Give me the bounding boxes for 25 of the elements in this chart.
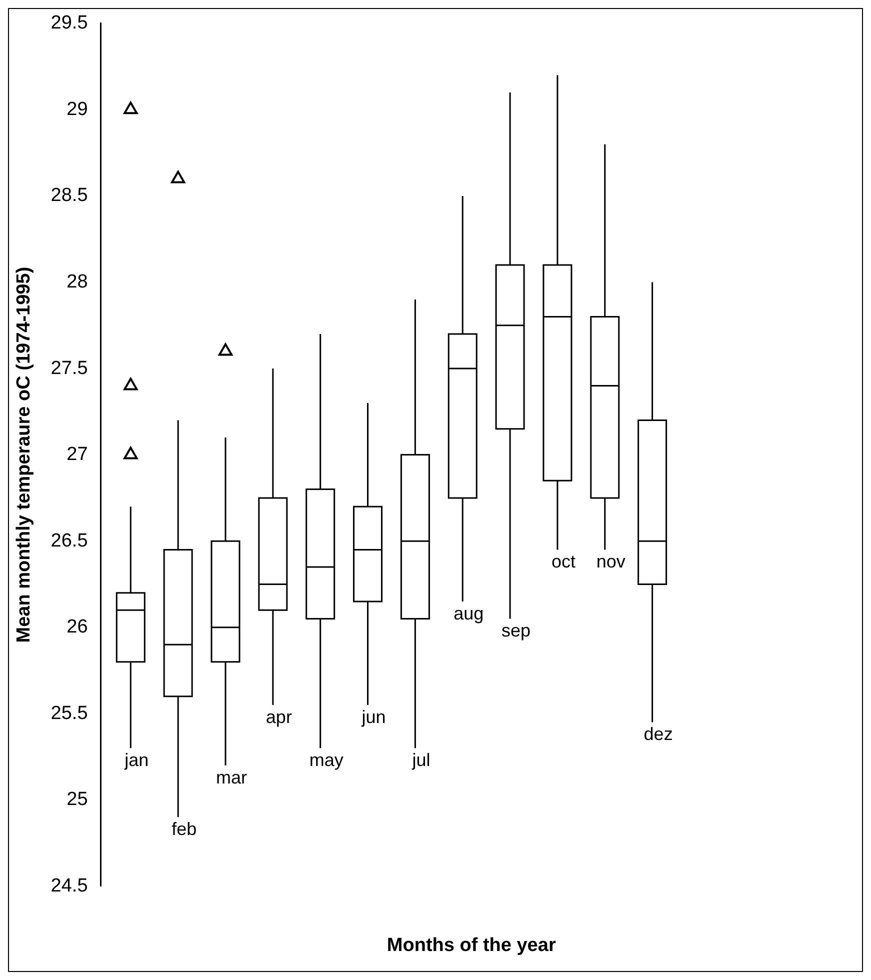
y-tick-label: 24.5 <box>50 875 88 896</box>
y-tick-label: 28.5 <box>50 185 88 206</box>
x-tick-label: apr <box>266 706 292 727</box>
y-tick-label: 27.5 <box>50 358 88 379</box>
y-tick-label: 26.5 <box>50 530 88 552</box>
y-tick-label: 27 <box>66 444 88 466</box>
x-axis-title: Months of the year <box>386 934 556 956</box>
y-tick-label: 25 <box>66 789 88 810</box>
y-tick-label: 29.5 <box>50 12 88 34</box>
x-tick-label: may <box>309 750 344 770</box>
y-tick-label: 26 <box>66 616 88 638</box>
x-tick-label: mar <box>216 767 248 788</box>
y-tick-label: 29 <box>66 98 88 120</box>
x-tick-label: jan <box>124 750 149 770</box>
x-tick-label: aug <box>454 603 484 624</box>
x-tick-label: nov <box>596 552 626 572</box>
x-tick-label: oct <box>551 552 576 572</box>
x-tick-label: dez <box>644 724 673 744</box>
x-tick-label: feb <box>172 819 197 840</box>
y-tick-label: 28 <box>66 271 88 292</box>
x-tick-label: jun <box>360 706 386 727</box>
x-tick-label: jul <box>411 750 430 770</box>
y-axis-title: Mean monthly temperaure oC (1974-1995) <box>14 266 35 643</box>
y-tick-label: 25.5 <box>50 702 88 724</box>
x-tick-label: sep <box>502 620 531 641</box>
